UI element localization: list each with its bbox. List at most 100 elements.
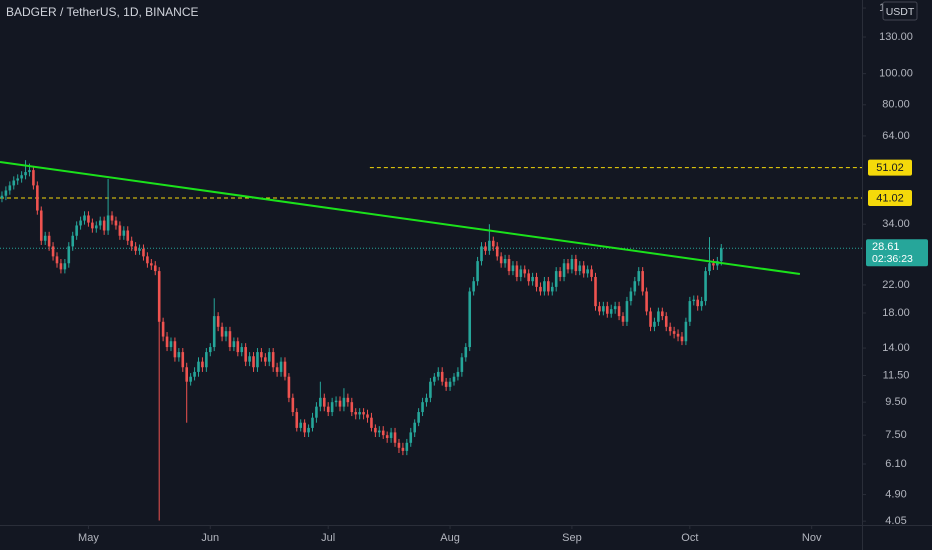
y-tick-label: 22.00: [882, 279, 910, 291]
candle-body: [605, 306, 609, 314]
candle-body: [0, 195, 4, 199]
candle-body: [613, 306, 617, 310]
candle-body: [122, 230, 126, 236]
currency-box: [882, 1, 918, 21]
candle-body: [39, 210, 43, 241]
candle-body: [161, 321, 165, 337]
candle-body: [173, 341, 177, 358]
candle-body: [539, 286, 542, 292]
y-tick-label: 34.00: [882, 218, 910, 230]
candle-body: [315, 406, 318, 418]
candle-body: [413, 422, 416, 433]
candle-body: [287, 376, 291, 398]
candle-body: [79, 220, 82, 226]
countdown: 02:36:23: [872, 253, 913, 265]
candle-body: [150, 263, 153, 266]
candle-body: [590, 269, 593, 277]
candle-body: [303, 422, 306, 433]
x-tick-label: Jun: [201, 532, 219, 544]
candle-body: [299, 422, 302, 428]
candle-body: [688, 301, 692, 322]
candle-body: [456, 371, 460, 377]
candle-body: [617, 306, 621, 317]
candle-body: [405, 442, 409, 451]
candle-body: [425, 397, 428, 403]
candle-body: [381, 430, 385, 436]
level-label: 51.02: [876, 162, 904, 174]
candle-body: [472, 281, 475, 292]
candle-body: [657, 311, 660, 322]
candle-body: [201, 361, 204, 368]
candle-body: [236, 341, 240, 353]
candle-body: [330, 402, 334, 413]
candle-body: [334, 400, 338, 403]
candle-body: [609, 309, 613, 314]
candle-body: [146, 256, 149, 264]
candle-body: [244, 347, 247, 362]
candle-body: [256, 352, 259, 368]
level-label-box: [868, 190, 912, 207]
candle-body: [708, 263, 711, 272]
x-tick-label: May: [78, 532, 99, 544]
candle-body: [570, 258, 574, 270]
candle-body: [189, 376, 192, 382]
candle-body: [307, 427, 310, 433]
candle-body: [87, 215, 90, 223]
candle-body: [32, 170, 35, 186]
plot: [0, 160, 862, 521]
candle-body: [169, 341, 173, 348]
last-price-box: [866, 239, 928, 267]
candle-body: [248, 356, 251, 362]
candle-body: [558, 271, 562, 277]
candle-body: [358, 412, 361, 415]
candle-body: [433, 376, 436, 382]
candle-body: [488, 240, 491, 251]
y-tick-label: 9.50: [885, 396, 906, 408]
candle-body: [676, 333, 680, 337]
candle-body: [429, 381, 432, 398]
candle-body: [267, 352, 271, 362]
candle-body: [71, 235, 75, 247]
candle-body: [503, 258, 507, 264]
candle-body: [378, 430, 381, 433]
candle-body: [102, 220, 106, 231]
candle-body: [193, 371, 196, 377]
candle-body: [409, 432, 413, 443]
candle-body: [649, 311, 652, 327]
candle-body: [252, 356, 255, 368]
candle-body: [91, 222, 94, 229]
candle-body: [153, 265, 157, 272]
candle-body: [43, 235, 47, 241]
candle-body: [480, 246, 483, 262]
candle-body: [511, 265, 515, 272]
candle-body: [354, 412, 358, 415]
candle-body: [350, 402, 354, 413]
candle-body: [16, 178, 19, 181]
candle-body: [271, 352, 275, 368]
candle-body: [283, 361, 287, 377]
y-tick-label: 4.05: [885, 515, 906, 527]
candle-body: [28, 170, 31, 173]
x-tick-label: Sep: [562, 532, 582, 544]
candle-body: [55, 256, 59, 264]
candle-body: [594, 276, 597, 307]
candle-body: [346, 397, 350, 403]
candle-body: [95, 225, 98, 229]
candle-body: [621, 316, 625, 322]
candle-body: [208, 347, 212, 353]
candle-body: [47, 235, 51, 247]
y-tick-label: 11.50: [883, 369, 910, 381]
candle-body: [661, 311, 664, 317]
y-tick-label: 7.50: [885, 429, 906, 441]
candle-body: [586, 269, 589, 274]
chart-title: BADGER / TetherUS, 1D, BINANCE: [6, 5, 199, 19]
candle-body: [531, 276, 534, 282]
candle-body: [126, 230, 130, 241]
candle-body: [114, 220, 118, 226]
candle-body: [492, 240, 495, 247]
candle-body: [83, 215, 86, 221]
candle-body: [712, 263, 715, 266]
candle-body: [448, 381, 452, 387]
candle-body: [165, 336, 169, 348]
candle-body: [582, 265, 586, 274]
